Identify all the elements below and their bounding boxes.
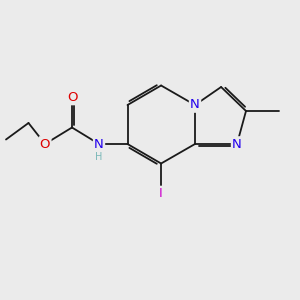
- Text: O: O: [40, 137, 50, 151]
- Text: N: N: [232, 137, 242, 151]
- Text: H: H: [95, 152, 103, 163]
- Text: I: I: [159, 187, 163, 200]
- Text: N: N: [190, 98, 200, 112]
- Text: N: N: [94, 137, 104, 151]
- Text: O: O: [67, 91, 77, 104]
